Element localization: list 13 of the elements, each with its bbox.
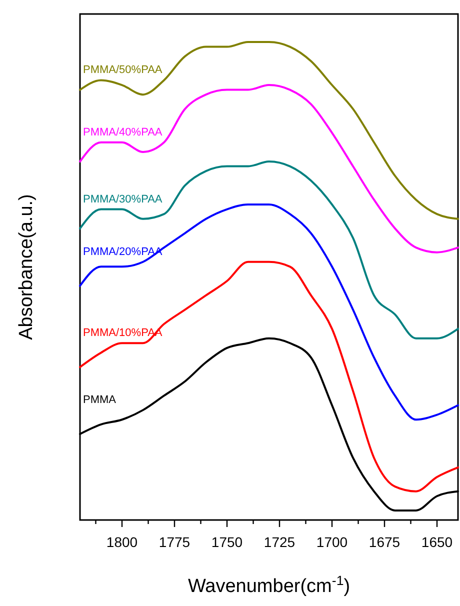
x-tick-label: 1750	[211, 534, 243, 550]
series-label: PMMA/30%PAA	[83, 193, 163, 206]
x-tick-label: 1650	[421, 534, 453, 550]
series-label: PMMA/40%PAA	[83, 126, 163, 138]
x-tick-label: 1725	[264, 534, 296, 550]
series-label: PMMA	[83, 394, 117, 406]
series-label: PMMA/50%PAA	[83, 64, 163, 76]
x-tick-label: 1775	[158, 534, 190, 550]
x-axis-title: Wavenumber(cm$^{-1}$)	[188, 572, 350, 597]
y-axis-title: Absorbance(a.u.)	[16, 194, 37, 340]
x-tick-label: 1700	[316, 534, 348, 550]
x-tick-label: 1800	[106, 534, 138, 550]
x-tick-label: 1675	[368, 534, 400, 550]
